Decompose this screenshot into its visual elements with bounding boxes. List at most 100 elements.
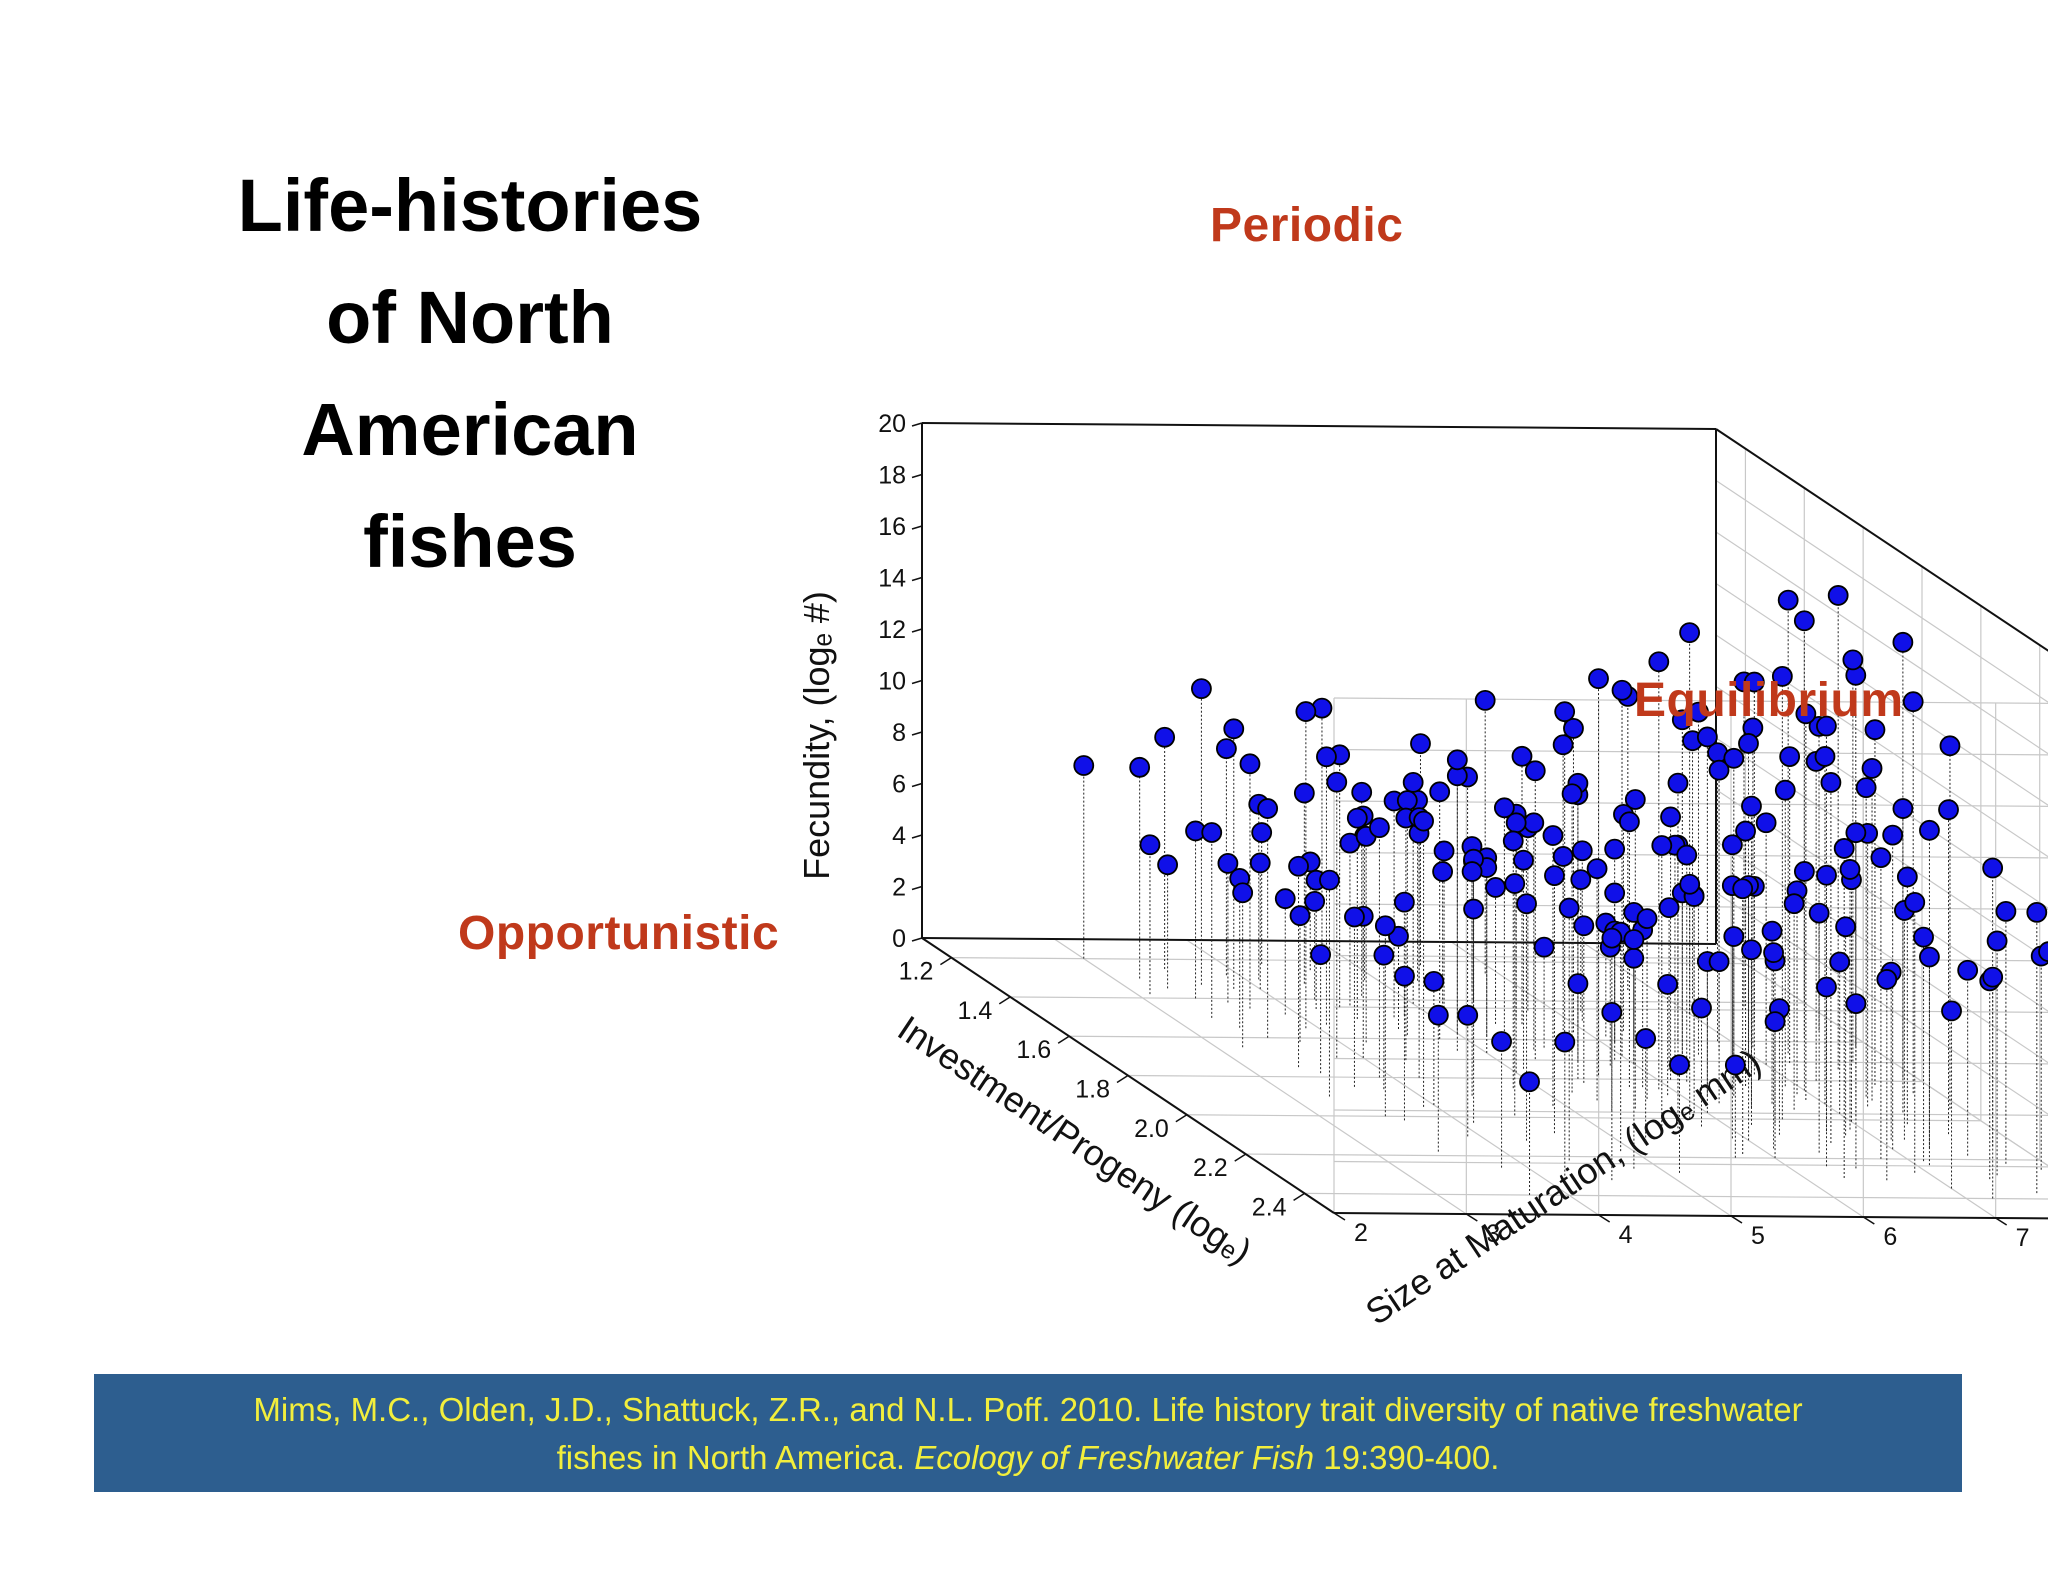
data-point <box>1502 830 1524 852</box>
data-point <box>1601 1001 1623 1023</box>
data-point <box>1558 897 1580 919</box>
wall-grid-line <box>1715 428 2048 652</box>
data-point <box>1835 916 1856 938</box>
data-point <box>1676 844 1698 866</box>
data-point <box>1457 1004 1479 1026</box>
data-point <box>1679 873 1701 895</box>
data-point <box>1839 859 1861 880</box>
y-tick-label: 7 <box>2016 1224 2030 1252</box>
data-point <box>1251 822 1273 843</box>
data-point <box>1741 795 1762 817</box>
data-point <box>1995 900 2017 922</box>
wall-grid-line <box>1333 800 2048 807</box>
data-point <box>2026 901 2048 923</box>
z-tick-label: 2 <box>892 874 906 902</box>
data-point <box>1216 738 1237 760</box>
x-tick-label: 2.4 <box>1252 1193 1287 1221</box>
data-point <box>1861 757 1883 779</box>
data-point <box>1446 749 1468 771</box>
y-tick-mark <box>1995 1217 2008 1226</box>
data-point <box>1201 822 1223 843</box>
data-point <box>1413 810 1434 832</box>
data-point <box>1755 812 1777 834</box>
data-point <box>1723 747 1745 769</box>
data-point <box>1783 893 1805 915</box>
data-point <box>1816 976 1837 998</box>
data-point <box>1764 1011 1786 1032</box>
data-point <box>1855 777 1877 799</box>
z-tick-mark <box>911 731 923 736</box>
data-point <box>1876 969 1898 990</box>
data-point <box>1938 799 1959 821</box>
data-point <box>1793 861 1815 882</box>
data-point <box>1741 939 1762 961</box>
data-point <box>1351 781 1373 803</box>
data-point <box>1919 946 1940 968</box>
strategy-label-opportunistic: Opportunistic <box>458 907 780 960</box>
data-point <box>1191 678 1212 700</box>
z-tick-label: 10 <box>878 668 906 696</box>
data-point <box>1619 811 1640 833</box>
data-point <box>1941 1000 1962 1022</box>
data-point <box>1636 908 1658 929</box>
data-point <box>1316 746 1337 768</box>
frame-edge <box>921 937 1717 945</box>
data-point <box>1588 668 1609 690</box>
data-point <box>1795 703 1817 725</box>
data-point <box>1129 756 1151 778</box>
data-point <box>1982 966 2004 988</box>
data-point <box>1904 891 1926 913</box>
data-point <box>1289 905 1311 927</box>
data-point <box>1771 665 1793 687</box>
data-point <box>1552 734 1574 756</box>
data-point <box>1157 854 1179 876</box>
y-tick-mark <box>1730 1215 1743 1224</box>
data-point <box>1295 701 1317 722</box>
data-point <box>1288 855 1309 877</box>
data-point <box>1427 1004 1449 1026</box>
data-point <box>1139 834 1161 856</box>
data-point <box>1611 679 1633 701</box>
data-point <box>1223 718 1245 740</box>
data-point <box>1708 951 1730 973</box>
data-point <box>1474 689 1496 711</box>
data-point <box>1723 926 1745 947</box>
data-point <box>1919 819 1940 841</box>
data-point <box>2038 941 2048 963</box>
z-tick-label: 14 <box>878 565 906 593</box>
data-point <box>1864 719 1886 741</box>
z-tick-label: 8 <box>892 719 906 747</box>
x-tick-label: 1.2 <box>899 958 934 986</box>
data-point <box>1724 1054 1746 1076</box>
frame-edge <box>1715 428 2048 652</box>
citation-line-2: fishes in North America. Ecology of Fres… <box>94 1434 1962 1482</box>
title-line: of North <box>326 276 614 359</box>
data-point <box>1986 930 2008 952</box>
data-point <box>1239 753 1261 775</box>
citation-banner: Mims, M.C., Olden, J.D., Shattuck, Z.R.,… <box>94 1374 1962 1492</box>
data-point <box>1563 718 1584 739</box>
z-tick-mark <box>911 679 923 685</box>
data-point <box>1820 772 1842 793</box>
z-tick-mark <box>911 422 923 427</box>
data-point <box>1394 965 1415 987</box>
data-point <box>1623 947 1645 969</box>
data-point <box>1708 759 1730 781</box>
data-point <box>1679 622 1701 644</box>
data-point <box>1505 812 1527 834</box>
data-point <box>1735 820 1756 842</box>
x-tick-mark <box>940 957 952 966</box>
wall-grid-line <box>1715 531 2048 755</box>
data-point <box>1671 709 1693 731</box>
data-point <box>1604 882 1626 904</box>
x-tick-mark <box>1175 1114 1188 1123</box>
data-point <box>1319 869 1340 891</box>
data-point <box>1554 701 1576 723</box>
data-point <box>1423 971 1445 992</box>
floor-grid-line <box>1451 941 1864 1218</box>
data-point <box>1793 610 1815 632</box>
data-point <box>1491 1031 1512 1052</box>
data-point <box>1232 882 1254 904</box>
data-point <box>1429 781 1451 803</box>
data-point <box>1257 798 1279 819</box>
